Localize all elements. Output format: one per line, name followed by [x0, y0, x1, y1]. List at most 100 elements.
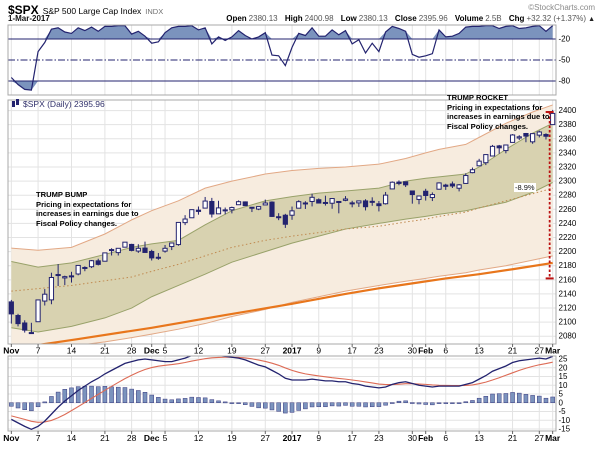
svg-text:27: 27 — [535, 433, 545, 443]
change-label: Chg — [508, 14, 525, 23]
svg-text:5: 5 — [559, 390, 564, 399]
svg-text:17: 17 — [347, 433, 357, 443]
svg-text:5: 5 — [163, 433, 168, 443]
svg-text:0: 0 — [559, 398, 564, 407]
svg-text:21: 21 — [508, 346, 518, 356]
svg-text:Dec: Dec — [144, 346, 160, 356]
svg-text:7: 7 — [36, 346, 41, 356]
low-value: 2380.13 — [358, 14, 388, 23]
svg-text:2320: 2320 — [559, 162, 577, 171]
svg-text:15: 15 — [559, 372, 568, 381]
open-value: 2380.13 — [248, 14, 278, 23]
svg-text:-80: -80 — [559, 77, 571, 86]
svg-text:Mar: Mar — [545, 346, 561, 356]
macd-panel — [9, 356, 555, 431]
svg-text:Nov: Nov — [3, 433, 19, 443]
volume-label: Volume — [454, 14, 484, 23]
candles — [8, 109, 556, 335]
svg-text:-20: -20 — [559, 35, 571, 44]
svg-text:21: 21 — [508, 433, 518, 443]
svg-text:2360: 2360 — [559, 134, 577, 143]
svg-text:9: 9 — [316, 433, 321, 443]
svg-text:13: 13 — [474, 433, 484, 443]
svg-text:12: 12 — [194, 346, 204, 356]
svg-text:Nov: Nov — [3, 346, 19, 356]
price-legend: $SPX (Daily) 2395.96 — [11, 99, 105, 109]
svg-text:28: 28 — [127, 346, 137, 356]
svg-text:5: 5 — [163, 346, 168, 356]
svg-text:-15: -15 — [559, 425, 571, 434]
stockcharts-credit: ©StockCharts.com — [528, 3, 595, 12]
svg-text:14: 14 — [67, 433, 77, 443]
change-value: +32.32 (+1.37%) — [526, 14, 587, 23]
svg-text:20: 20 — [559, 363, 568, 372]
svg-text:2220: 2220 — [559, 233, 577, 242]
svg-text:2200: 2200 — [559, 247, 577, 256]
svg-text:10: 10 — [559, 381, 568, 390]
close-label: Close — [394, 14, 417, 23]
low-label: Low — [340, 14, 357, 23]
chart-date: 1-Mar-2017 — [8, 14, 50, 23]
svg-text:2280: 2280 — [559, 191, 577, 200]
svg-text:30: 30 — [408, 433, 418, 443]
svg-text:28: 28 — [127, 433, 137, 443]
svg-text:Dec: Dec — [144, 433, 160, 443]
svg-text:-50: -50 — [559, 56, 571, 65]
svg-text:Feb: Feb — [418, 346, 433, 356]
svg-text:30: 30 — [408, 346, 418, 356]
candlestick-legend-icon — [12, 99, 19, 107]
svg-text:6: 6 — [443, 433, 448, 443]
annotation-title: TRUMP BUMP — [36, 190, 88, 199]
svg-text:2120: 2120 — [559, 304, 577, 313]
svg-text:23: 23 — [374, 346, 384, 356]
price-legend-text: $SPX (Daily) 2395.96 — [23, 99, 105, 109]
exchange-label: INDX — [145, 7, 164, 16]
close-value: 2395.96 — [418, 14, 448, 23]
svg-text:Feb: Feb — [418, 433, 433, 443]
annotation-title: TRUMP ROCKET — [447, 93, 509, 102]
high-label: High — [284, 14, 303, 23]
svg-text:13: 13 — [474, 346, 484, 356]
annotation-trump-bump: TRUMP BUMP Pricing in expectations for i… — [36, 190, 139, 228]
svg-text:2140: 2140 — [559, 289, 577, 298]
svg-text:7: 7 — [36, 433, 41, 443]
chart-header: $SPX S&P 500 Large Cap Index INDX — [8, 1, 163, 19]
svg-text:2260: 2260 — [559, 205, 577, 214]
open-label: Open — [226, 14, 247, 23]
svg-text:2380: 2380 — [559, 120, 577, 129]
high-value: 2400.98 — [304, 14, 334, 23]
svg-text:2240: 2240 — [559, 219, 577, 228]
annotation-trump-rocket: TRUMP ROCKET Pricing in expectations for… — [447, 93, 550, 131]
svg-text:21: 21 — [100, 346, 110, 356]
svg-text:12: 12 — [194, 433, 204, 443]
svg-text:-10: -10 — [559, 416, 571, 425]
svg-text:Mar: Mar — [545, 433, 561, 443]
svg-text:27: 27 — [535, 346, 545, 356]
svg-text:17: 17 — [347, 346, 357, 356]
williams-r-panel — [8, 25, 556, 91]
svg-text:23: 23 — [374, 433, 384, 443]
svg-text:2300: 2300 — [559, 177, 577, 186]
svg-text:2160: 2160 — [559, 275, 577, 284]
change-up-arrow-icon: ▲ — [588, 16, 595, 23]
index-name: S&P 500 Large Cap Index — [42, 6, 142, 16]
svg-text:2100: 2100 — [559, 318, 577, 327]
quote-line: Open 2380.13 High 2400.98 Low 2380.13 Close… — [221, 14, 595, 23]
volume-value: 2.5B — [485, 14, 502, 23]
svg-text:2017: 2017 — [283, 433, 302, 443]
svg-text:27: 27 — [261, 346, 271, 356]
svg-text:2017: 2017 — [283, 346, 302, 356]
svg-text:-5: -5 — [559, 407, 567, 416]
svg-text:2180: 2180 — [559, 261, 577, 270]
svg-text:6: 6 — [443, 346, 448, 356]
symbol-label: $SPX — [8, 3, 39, 17]
svg-text:19: 19 — [227, 346, 237, 356]
svg-text:2340: 2340 — [559, 148, 577, 157]
price-panel — [8, 104, 556, 344]
measurement-percent-label: -8.9% — [514, 183, 536, 192]
svg-text:9: 9 — [316, 346, 321, 356]
svg-text:21: 21 — [100, 433, 110, 443]
svg-text:27: 27 — [261, 433, 271, 443]
